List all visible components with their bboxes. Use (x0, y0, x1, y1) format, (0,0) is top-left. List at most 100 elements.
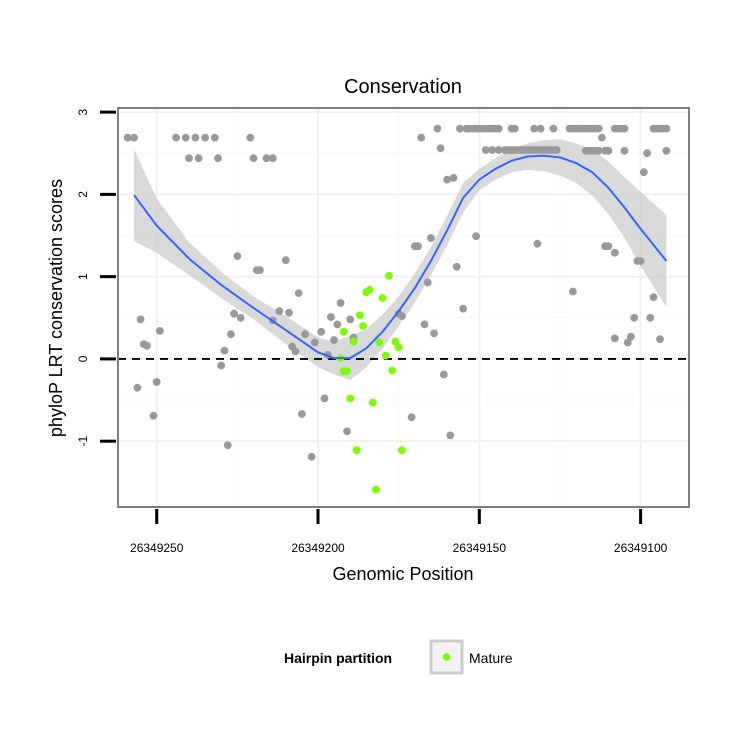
data-point-other (656, 335, 664, 344)
data-point-other (343, 427, 351, 436)
data-point-other (152, 378, 161, 386)
data-point-other (488, 146, 497, 154)
data-point-other (604, 146, 613, 155)
data-point-other (281, 256, 290, 265)
data-point-other (249, 154, 258, 163)
legend-title: Hairpin partition (284, 650, 392, 666)
data-point-other (430, 329, 438, 338)
data-point-other (320, 394, 329, 403)
data-point-other (156, 327, 164, 335)
y-tick-label: -1 (76, 436, 90, 447)
data-point-other (291, 347, 300, 356)
smooth-line-group (133, 154, 668, 360)
data-point-other (217, 361, 226, 370)
data-point-other (652, 124, 661, 133)
data-point-other (433, 124, 442, 133)
data-point-mature (378, 294, 387, 302)
data-point-other (459, 304, 468, 313)
data-point-mature (352, 446, 361, 455)
data-point-mature (375, 338, 384, 347)
data-point-other (317, 327, 326, 336)
data-point-mature (359, 322, 368, 330)
data-point-other (630, 313, 639, 322)
data-point-other (604, 242, 613, 251)
data-point-mature (346, 394, 355, 403)
data-point-other (536, 124, 545, 133)
data-point-other (327, 313, 335, 321)
data-point-other (481, 146, 490, 154)
data-point-other (436, 144, 445, 153)
data-point-other (210, 133, 219, 142)
data-point-other (262, 154, 271, 163)
y-tick-label: 2 (76, 191, 90, 198)
data-point-mature (369, 398, 377, 407)
data-point-other (268, 154, 277, 163)
data-point-other (610, 248, 619, 257)
data-point-other (439, 370, 448, 379)
y-axis: -1 0 1 2 3 (76, 108, 116, 447)
data-point-other (552, 146, 561, 154)
data-point-other (236, 313, 245, 322)
data-point-other (594, 124, 603, 133)
data-point-other (246, 133, 255, 142)
data-point-other (136, 315, 145, 324)
data-point-other (549, 124, 558, 133)
data-point-other (185, 154, 193, 163)
data-point-other (420, 320, 429, 329)
data-point-other (233, 252, 242, 260)
data-point-other (143, 341, 151, 350)
data-point-other (443, 175, 451, 184)
data-point-other (307, 452, 316, 461)
x-tick-label: 26349100 (614, 541, 668, 555)
data-point-other (333, 320, 342, 329)
data-point-other (275, 307, 284, 316)
data-point-other (423, 278, 432, 287)
data-point-mature (398, 446, 406, 455)
x-axis-title: Genomic Position (332, 564, 473, 584)
data-point-other (298, 410, 306, 418)
data-point-mature (391, 337, 400, 346)
data-point-other (133, 383, 142, 392)
data-point-other (417, 133, 426, 142)
data-point-other (494, 124, 503, 133)
data-point-other (662, 124, 671, 133)
legend: Hairpin partition Mature (284, 639, 513, 675)
data-point-other (449, 174, 458, 182)
data-point-other (598, 133, 606, 142)
data-point-other (130, 133, 139, 142)
data-point-other (494, 146, 503, 154)
data-point-other (346, 315, 355, 324)
data-point-other (620, 124, 629, 133)
data-point-other (533, 239, 542, 248)
data-point-other (220, 346, 229, 355)
data-point-mature (385, 271, 393, 280)
y-axis-title: phyloP LRT conservation scores (46, 179, 66, 437)
data-point-mature (388, 366, 397, 375)
data-point-other (201, 133, 210, 142)
data-point-mature (356, 311, 364, 320)
data-point-other (649, 293, 658, 302)
data-point-other (427, 234, 435, 242)
data-point-mature (381, 351, 390, 360)
data-point-other (172, 133, 181, 142)
data-point-other (639, 168, 648, 177)
data-point-other (636, 257, 645, 265)
data-point-other (627, 332, 635, 341)
data-point-other (227, 330, 235, 339)
data-point-other (623, 338, 632, 347)
legend-key-mature-dot (442, 653, 451, 661)
data-point-other (414, 242, 422, 251)
data-point-other (620, 146, 629, 155)
x-tick-label: 26349200 (291, 541, 345, 555)
data-point-other (285, 308, 293, 317)
y-tick-label: 3 (76, 108, 90, 115)
data-point-other (149, 411, 158, 420)
y-tick-label: 1 (76, 273, 90, 280)
data-point-other (330, 336, 338, 344)
x-tick-label: 26349150 (453, 541, 507, 555)
data-point-other (191, 133, 200, 142)
legend-label-mature: Mature (469, 650, 513, 666)
data-point-other (610, 334, 619, 343)
data-point-other (301, 330, 309, 339)
data-point-other (456, 124, 464, 133)
